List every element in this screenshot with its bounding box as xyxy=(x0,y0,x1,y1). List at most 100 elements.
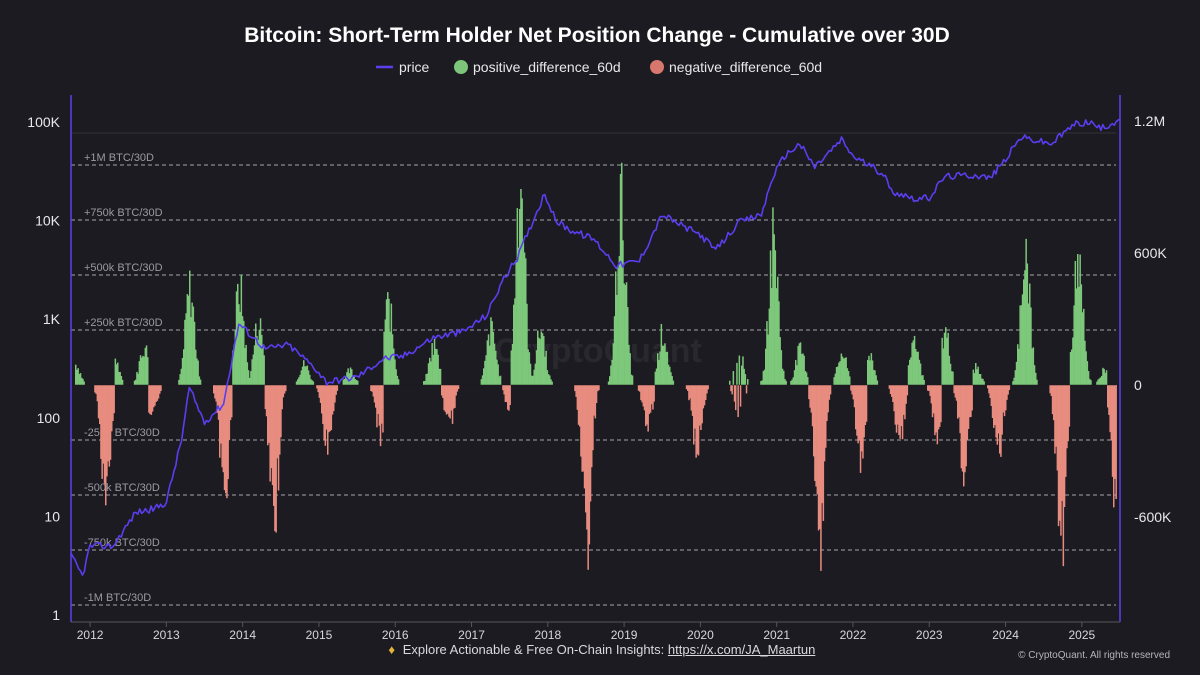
bar-positive xyxy=(658,360,660,385)
bar-positive xyxy=(431,343,433,385)
bar-negative xyxy=(592,385,594,451)
bar-negative xyxy=(268,385,270,443)
bar-negative xyxy=(645,385,647,427)
bar-negative xyxy=(159,385,161,394)
bar-positive xyxy=(135,379,137,385)
bar-negative xyxy=(829,385,832,395)
bar-positive xyxy=(192,306,195,385)
bar-negative xyxy=(280,385,282,438)
bar-negative xyxy=(813,385,815,457)
bar-positive xyxy=(241,316,244,385)
bar-positive xyxy=(977,366,979,385)
bar-negative xyxy=(379,385,382,447)
bar-negative xyxy=(688,385,690,401)
bar-positive xyxy=(671,376,673,385)
bar-positive xyxy=(298,377,300,385)
bar-positive xyxy=(187,295,190,385)
bar-positive xyxy=(81,377,83,385)
bar-positive xyxy=(511,343,514,385)
bar-negative xyxy=(687,385,689,391)
bar-negative xyxy=(810,385,813,413)
bar-positive xyxy=(767,334,769,385)
bar-positive xyxy=(1012,381,1014,385)
bar-negative xyxy=(328,385,330,433)
bar-positive xyxy=(142,355,144,385)
x-tick-label: 2013 xyxy=(153,628,180,640)
bar-positive xyxy=(527,349,529,385)
bar-negative xyxy=(957,385,959,419)
bar-negative xyxy=(223,385,226,491)
bar-negative xyxy=(227,385,229,480)
bar-positive xyxy=(522,241,525,385)
bar-positive xyxy=(246,362,249,385)
bar-negative xyxy=(685,385,688,390)
bar-positive xyxy=(397,379,400,385)
footer-link[interactable]: https://x.com/JA_Maartun xyxy=(667,642,816,657)
chart-canvas: Bitcoin: Short-Term Holder Net Position … xyxy=(27,24,1172,640)
bar-positive xyxy=(762,371,765,385)
bar-positive xyxy=(871,360,874,385)
bar-positive xyxy=(918,359,921,385)
bar-positive xyxy=(252,354,255,385)
bar-negative xyxy=(597,385,599,392)
bar-negative xyxy=(966,385,969,440)
bar-positive xyxy=(183,349,185,385)
y-right-tick-label: 1.2M xyxy=(1134,113,1165,129)
bar-positive xyxy=(666,351,669,385)
bar-positive xyxy=(495,350,497,385)
bar-positive xyxy=(803,355,805,385)
bar-positive xyxy=(796,365,798,385)
bar-positive xyxy=(119,371,121,385)
bar-positive xyxy=(663,345,665,385)
bar-positive xyxy=(665,351,667,385)
bar-positive xyxy=(657,353,659,385)
bar-positive xyxy=(1024,270,1026,385)
bar-negative xyxy=(649,385,652,413)
bar-positive xyxy=(769,250,772,385)
bar-positive xyxy=(532,375,534,385)
bar-positive xyxy=(384,319,387,385)
bar-positive xyxy=(621,162,623,385)
bar-positive xyxy=(1089,378,1091,385)
bar-negative xyxy=(745,385,748,394)
bar-negative xyxy=(335,385,337,395)
bar-positive xyxy=(805,372,808,385)
bar-positive xyxy=(115,364,118,385)
bar-positive xyxy=(661,345,664,385)
bar-positive xyxy=(439,368,442,385)
bar-positive xyxy=(310,379,312,385)
bar-negative xyxy=(893,385,895,412)
bar-positive xyxy=(118,371,120,385)
bar-negative xyxy=(1051,385,1054,415)
bar-negative xyxy=(927,385,929,391)
bar-negative xyxy=(937,385,940,430)
bar-positive xyxy=(870,353,873,385)
bar-positive xyxy=(1029,283,1031,385)
bar-positive xyxy=(945,327,947,385)
bar-positive xyxy=(1096,381,1098,385)
bar-positive xyxy=(551,381,553,385)
bar-positive xyxy=(541,333,544,385)
bar-negative xyxy=(735,385,737,411)
bar-positive xyxy=(538,337,540,385)
bar-negative xyxy=(226,385,228,499)
bar-negative xyxy=(820,385,822,571)
bar-negative xyxy=(808,385,810,400)
bar-negative xyxy=(731,385,733,395)
bar-negative xyxy=(1109,385,1111,433)
bar-positive xyxy=(484,360,486,385)
bar-positive xyxy=(263,355,265,385)
bar-negative xyxy=(1110,385,1113,441)
bar-positive xyxy=(256,336,258,385)
bar-negative xyxy=(580,385,582,457)
bar-positive xyxy=(1103,368,1105,385)
bar-positive xyxy=(437,354,439,385)
bar-positive xyxy=(526,303,528,385)
bar-positive xyxy=(120,375,123,385)
bar-negative xyxy=(856,385,858,436)
bar-negative xyxy=(971,385,973,411)
bar-negative xyxy=(809,385,811,408)
bar-negative xyxy=(646,385,648,425)
bar-positive xyxy=(610,365,612,385)
x-tick-label: 2022 xyxy=(840,628,867,640)
